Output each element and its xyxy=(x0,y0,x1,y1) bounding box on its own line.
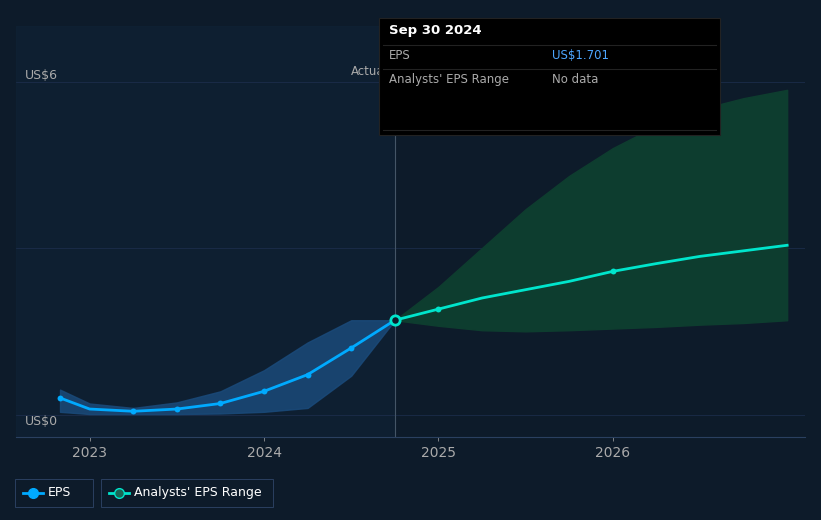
Point xyxy=(53,394,67,402)
Text: US$0: US$0 xyxy=(25,414,58,427)
Text: Analysts' EPS Range: Analysts' EPS Range xyxy=(134,487,261,499)
Text: Sep 30 2024: Sep 30 2024 xyxy=(389,24,482,37)
Point xyxy=(301,370,314,379)
Point xyxy=(388,316,401,324)
Point xyxy=(126,407,140,415)
Text: Analysts' EPS Range: Analysts' EPS Range xyxy=(389,73,509,86)
Text: US$6: US$6 xyxy=(25,69,58,82)
Text: EPS: EPS xyxy=(389,49,410,62)
Text: No data: No data xyxy=(552,73,598,86)
Text: US$1.701: US$1.701 xyxy=(552,49,608,62)
Text: Analysts Forecasts: Analysts Forecasts xyxy=(401,65,511,78)
Point xyxy=(345,344,358,352)
Point xyxy=(258,387,271,395)
Text: Actual: Actual xyxy=(351,65,388,78)
Point xyxy=(213,399,227,408)
Bar xyxy=(16,26,395,437)
Text: EPS: EPS xyxy=(48,487,71,499)
Point xyxy=(170,405,183,413)
Point xyxy=(432,305,445,313)
Point xyxy=(606,267,619,276)
